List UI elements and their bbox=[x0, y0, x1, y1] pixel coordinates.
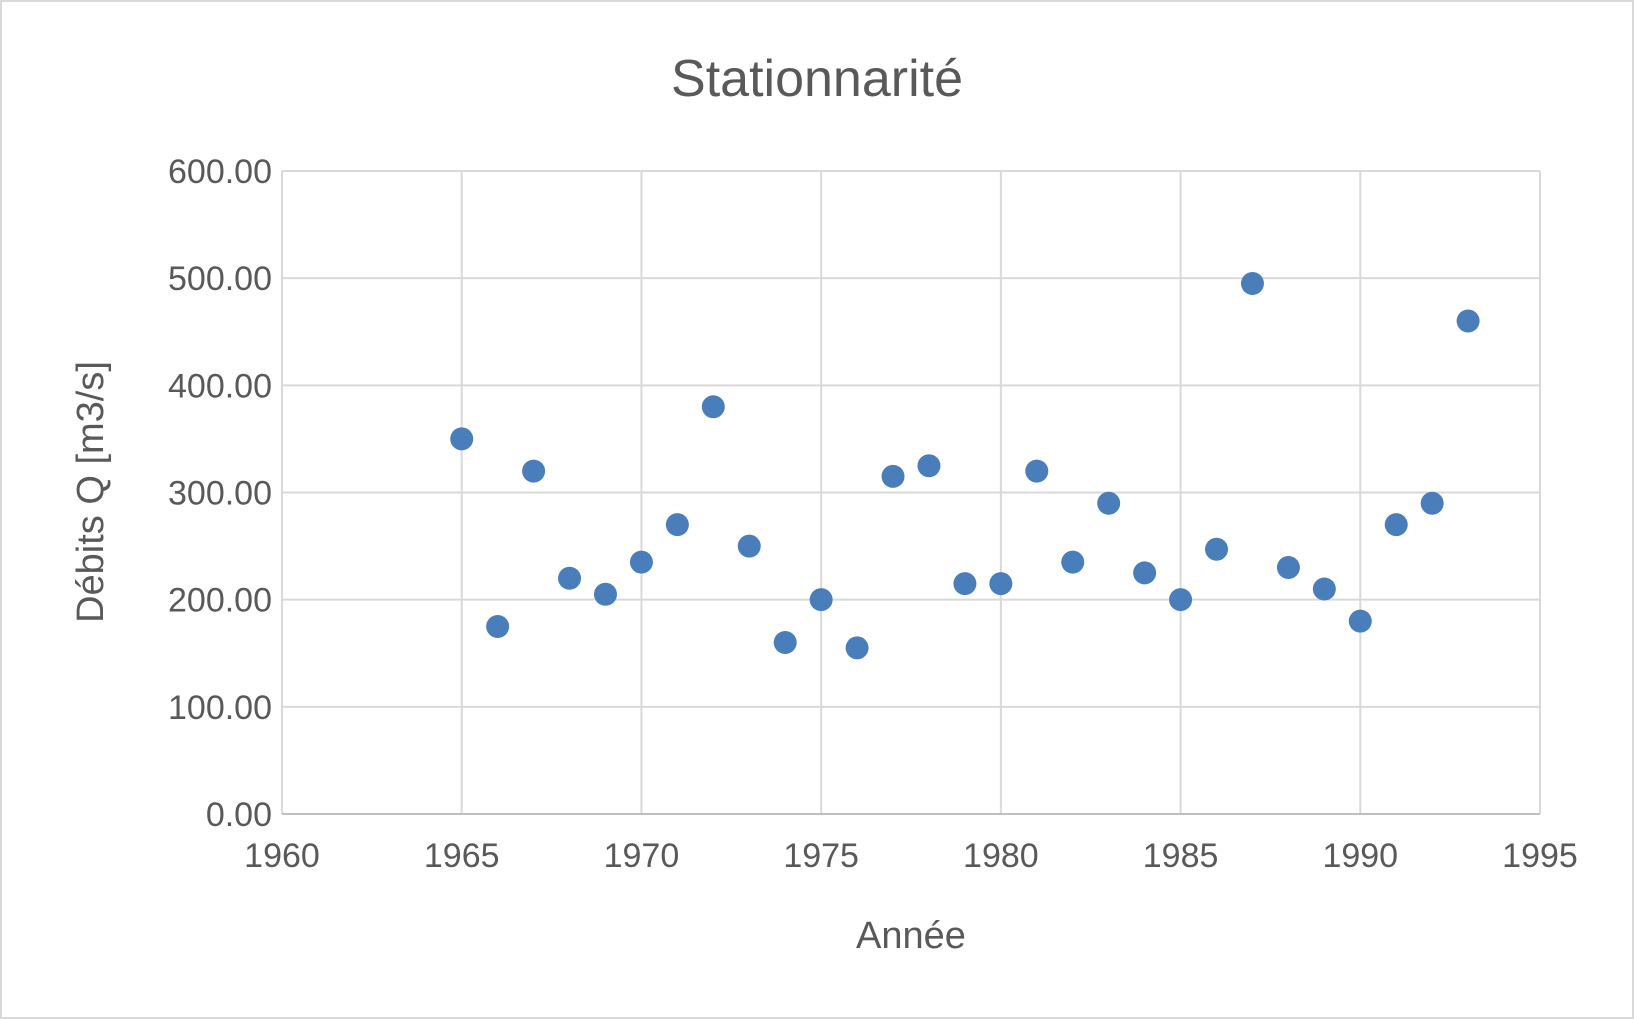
data-point bbox=[1133, 561, 1157, 585]
data-point bbox=[1240, 272, 1264, 296]
data-point bbox=[486, 614, 510, 638]
x-tick-label: 1980 bbox=[963, 837, 1039, 875]
data-point bbox=[1384, 513, 1408, 537]
x-tick-label: 1995 bbox=[1502, 837, 1578, 875]
data-point bbox=[1205, 537, 1229, 561]
data-point bbox=[1276, 556, 1300, 580]
data-point bbox=[1312, 577, 1336, 601]
data-point bbox=[629, 550, 653, 574]
x-tick-label: 1990 bbox=[1322, 837, 1398, 875]
data-point bbox=[1097, 491, 1121, 515]
y-tick-label: 600.00 bbox=[168, 153, 272, 191]
x-tick-label: 1985 bbox=[1143, 837, 1219, 875]
data-point bbox=[917, 454, 941, 478]
data-point bbox=[989, 572, 1013, 596]
data-points bbox=[450, 272, 1480, 660]
chart-title: Stationnarité bbox=[671, 50, 963, 108]
data-point bbox=[737, 534, 761, 558]
x-tick-label: 1970 bbox=[604, 837, 680, 875]
y-tick-labels: 0.00 100.00 200.00 300.00 400.00 500.00 600.00 bbox=[168, 153, 272, 834]
y-tick-label: 400.00 bbox=[168, 367, 272, 405]
data-point bbox=[450, 427, 474, 451]
y-tick-label: 0.00 bbox=[206, 796, 272, 834]
x-tick-labels: 1960 1965 1970 1975 1980 1985 1990 1995 bbox=[244, 837, 1578, 875]
data-point bbox=[701, 395, 725, 419]
x-tick-label: 1975 bbox=[783, 837, 859, 875]
data-point bbox=[1348, 609, 1372, 633]
data-point bbox=[522, 459, 546, 483]
x-axis-title: Année bbox=[856, 915, 966, 957]
data-point bbox=[881, 464, 905, 488]
grid-lines bbox=[281, 170, 1541, 815]
data-point bbox=[1169, 588, 1193, 612]
data-point bbox=[558, 566, 582, 590]
data-point bbox=[1025, 459, 1049, 483]
data-point bbox=[1456, 309, 1480, 333]
y-axis-title: Débits Q [m3/s] bbox=[70, 361, 112, 623]
data-point bbox=[953, 572, 977, 596]
y-tick-label: 300.00 bbox=[168, 475, 272, 513]
data-point bbox=[809, 588, 833, 612]
x-tick-label: 1960 bbox=[244, 837, 320, 875]
data-point bbox=[845, 636, 869, 660]
y-tick-label: 500.00 bbox=[168, 260, 272, 298]
data-point bbox=[593, 582, 617, 606]
data-point bbox=[1420, 491, 1444, 515]
y-tick-label: 200.00 bbox=[168, 582, 272, 620]
data-point bbox=[665, 513, 689, 537]
data-point bbox=[773, 631, 797, 655]
y-tick-label: 100.00 bbox=[168, 689, 272, 727]
data-point bbox=[1061, 550, 1085, 574]
x-tick-label: 1965 bbox=[424, 837, 500, 875]
